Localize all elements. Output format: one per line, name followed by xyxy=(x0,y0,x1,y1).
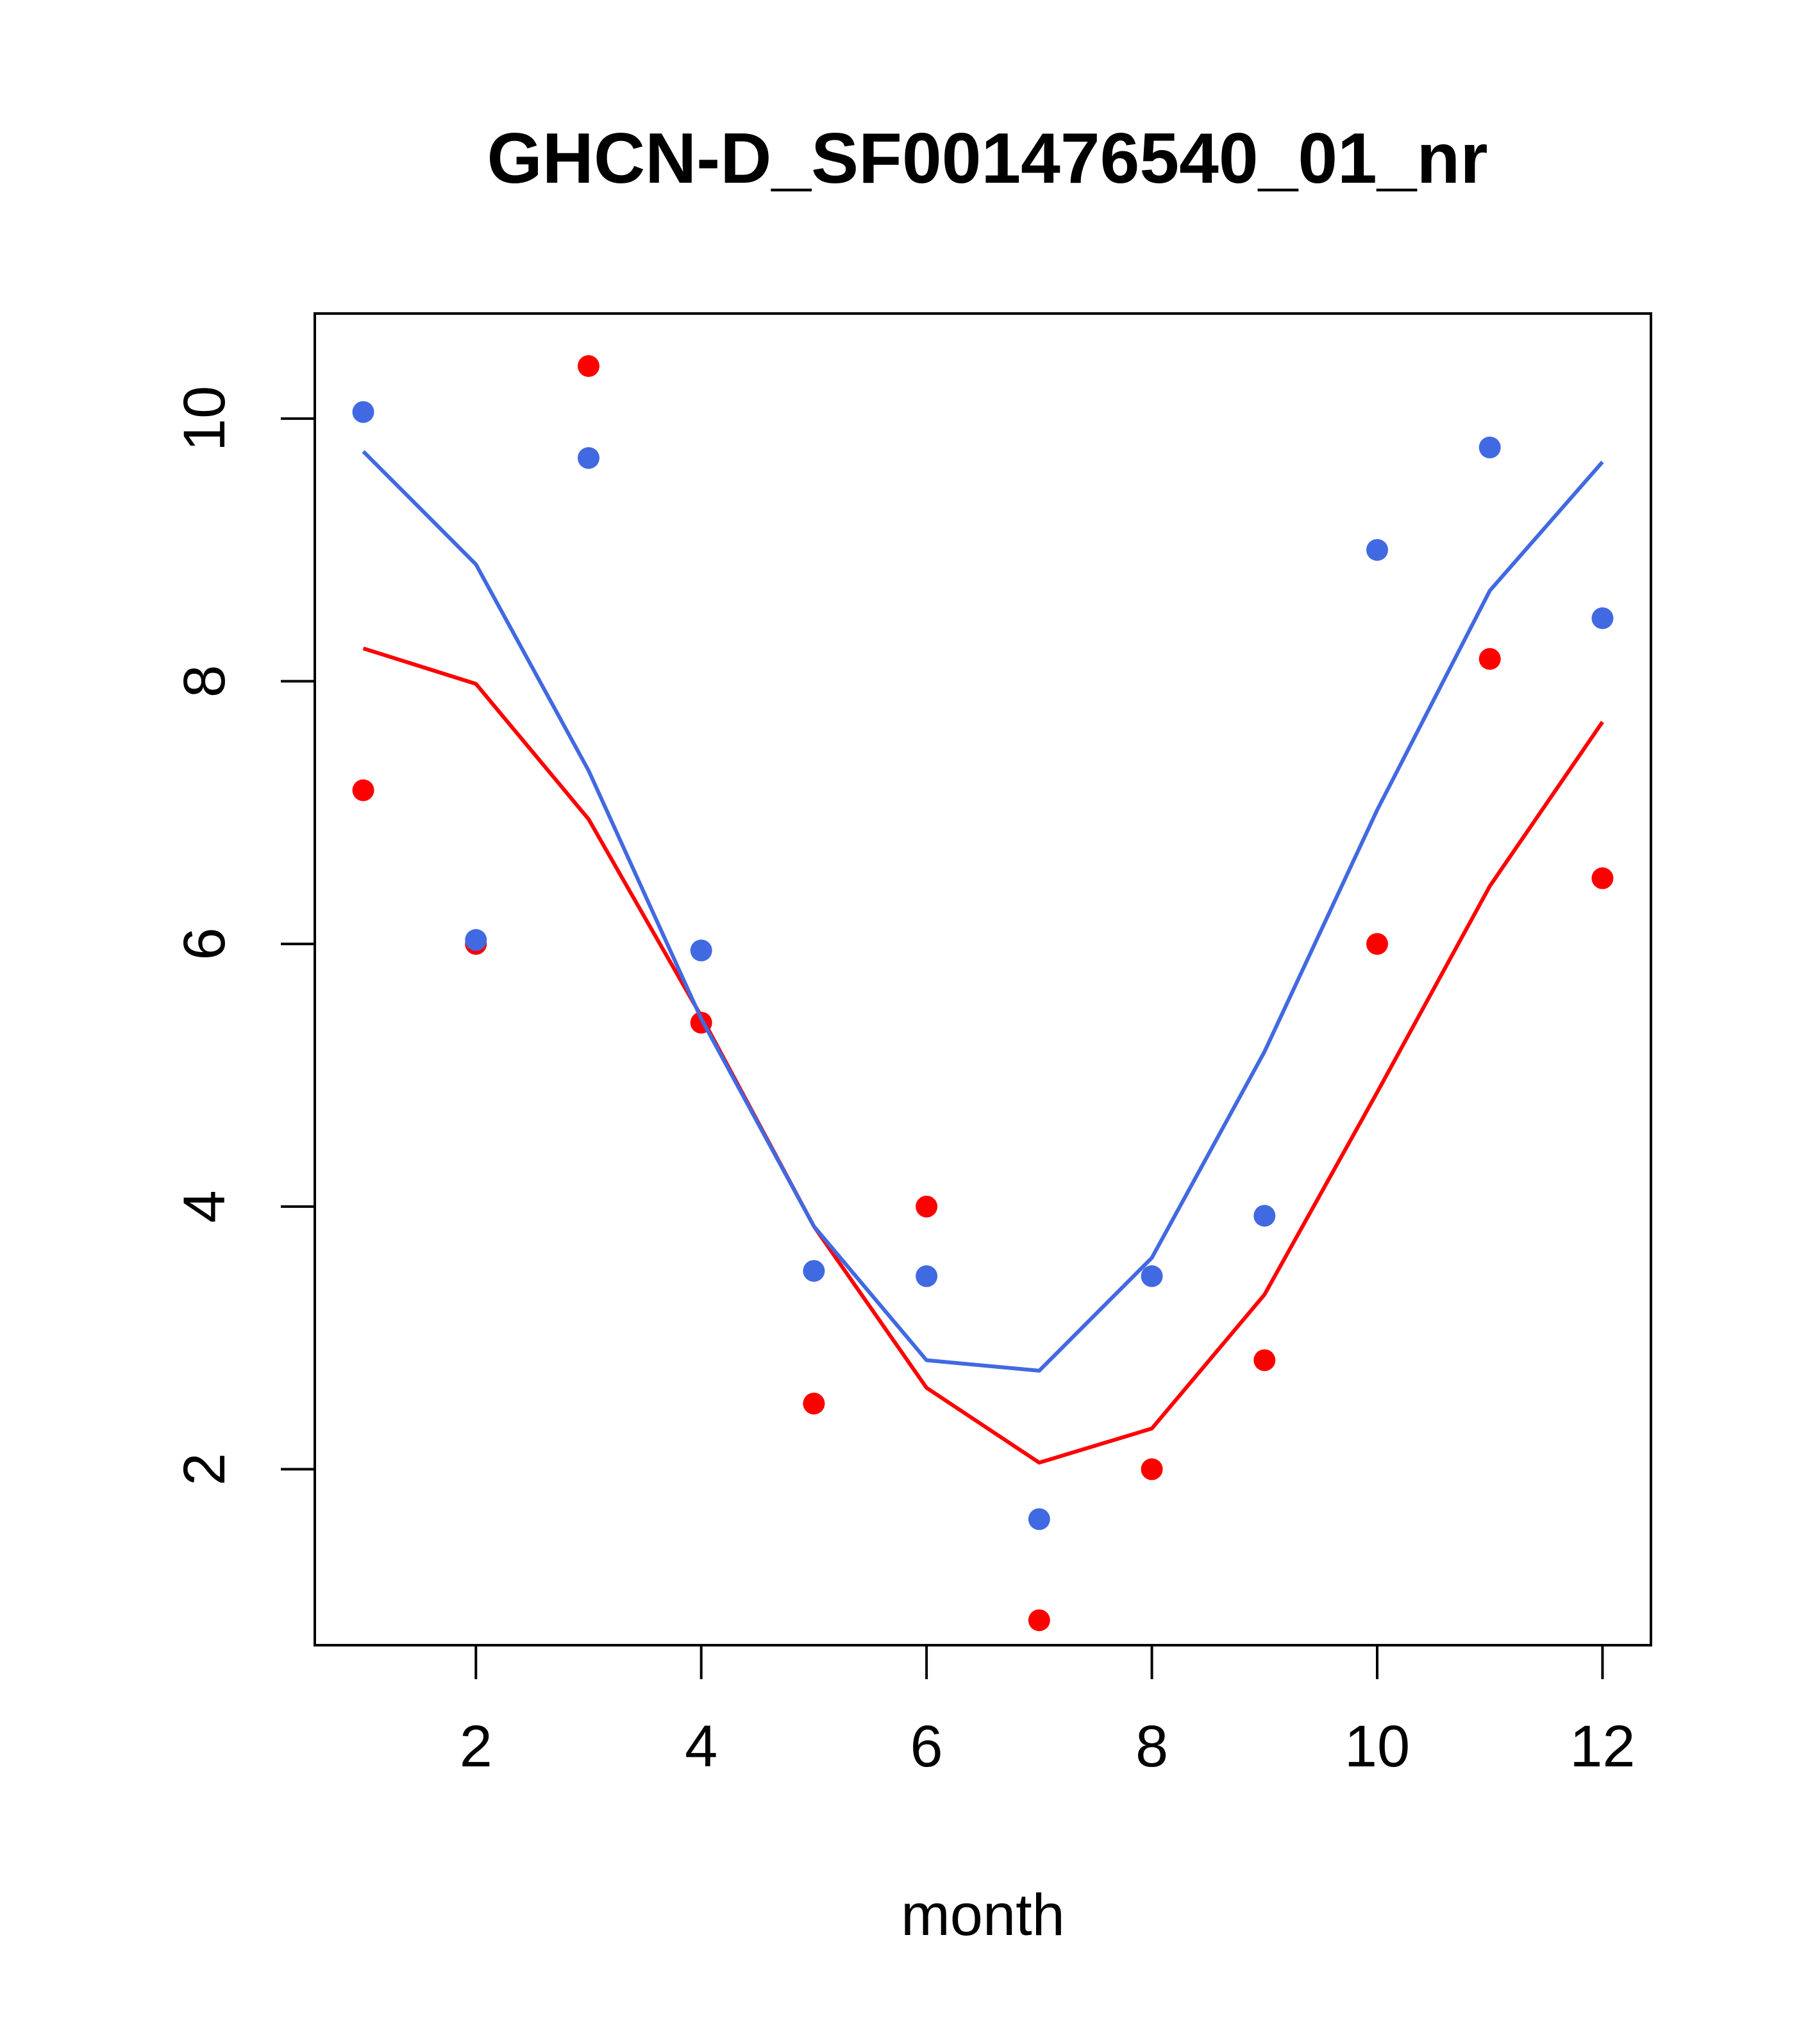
x-tick-label: 8 xyxy=(1135,1714,1168,1779)
data-point xyxy=(1028,1609,1050,1632)
data-point xyxy=(916,1195,938,1218)
data-point xyxy=(1591,607,1614,630)
data-point xyxy=(916,1265,938,1287)
data-point xyxy=(1253,1205,1276,1227)
data-point xyxy=(1028,1508,1050,1530)
data-point xyxy=(803,1393,825,1415)
series-line xyxy=(362,449,1604,1373)
plot-frame xyxy=(314,312,1652,1646)
data-point xyxy=(803,1260,825,1282)
series-line xyxy=(362,646,1604,1465)
data-point xyxy=(577,447,599,469)
x-axis: 2 4 6 8 10 12 xyxy=(460,1644,1636,1779)
y-tick-label: 6 xyxy=(172,928,237,960)
series-2 xyxy=(352,401,1614,1530)
x-tick-label: 6 xyxy=(910,1714,943,1779)
y-tick-label: 2 xyxy=(172,1453,237,1486)
data-point xyxy=(352,401,374,423)
x-tick-label: 2 xyxy=(460,1714,492,1779)
y-axis: 2 4 6 8 10 xyxy=(172,386,316,1486)
data-point xyxy=(690,939,712,962)
data-point xyxy=(352,779,374,801)
chart-title: GHCN-D_SF001476540_01_nr xyxy=(487,119,1487,198)
data-point xyxy=(1366,933,1389,955)
series-layer xyxy=(352,355,1614,1632)
data-point xyxy=(1478,648,1501,670)
data-point xyxy=(1141,1458,1163,1480)
y-tick-label: 8 xyxy=(172,665,237,698)
data-point xyxy=(1478,436,1501,458)
data-point xyxy=(1591,867,1614,889)
data-point xyxy=(1253,1349,1276,1371)
data-point xyxy=(577,355,599,377)
x-tick-label: 10 xyxy=(1344,1714,1410,1779)
x-tick-label: 12 xyxy=(1570,1714,1635,1779)
data-point xyxy=(1366,539,1389,561)
data-point xyxy=(465,929,487,951)
x-axis-label: month xyxy=(901,1882,1065,1948)
series-1 xyxy=(352,355,1614,1632)
y-tick-label: 10 xyxy=(172,386,237,451)
data-point xyxy=(1141,1265,1163,1287)
y-tick-label: 4 xyxy=(172,1190,237,1223)
x-tick-label: 4 xyxy=(685,1714,717,1779)
